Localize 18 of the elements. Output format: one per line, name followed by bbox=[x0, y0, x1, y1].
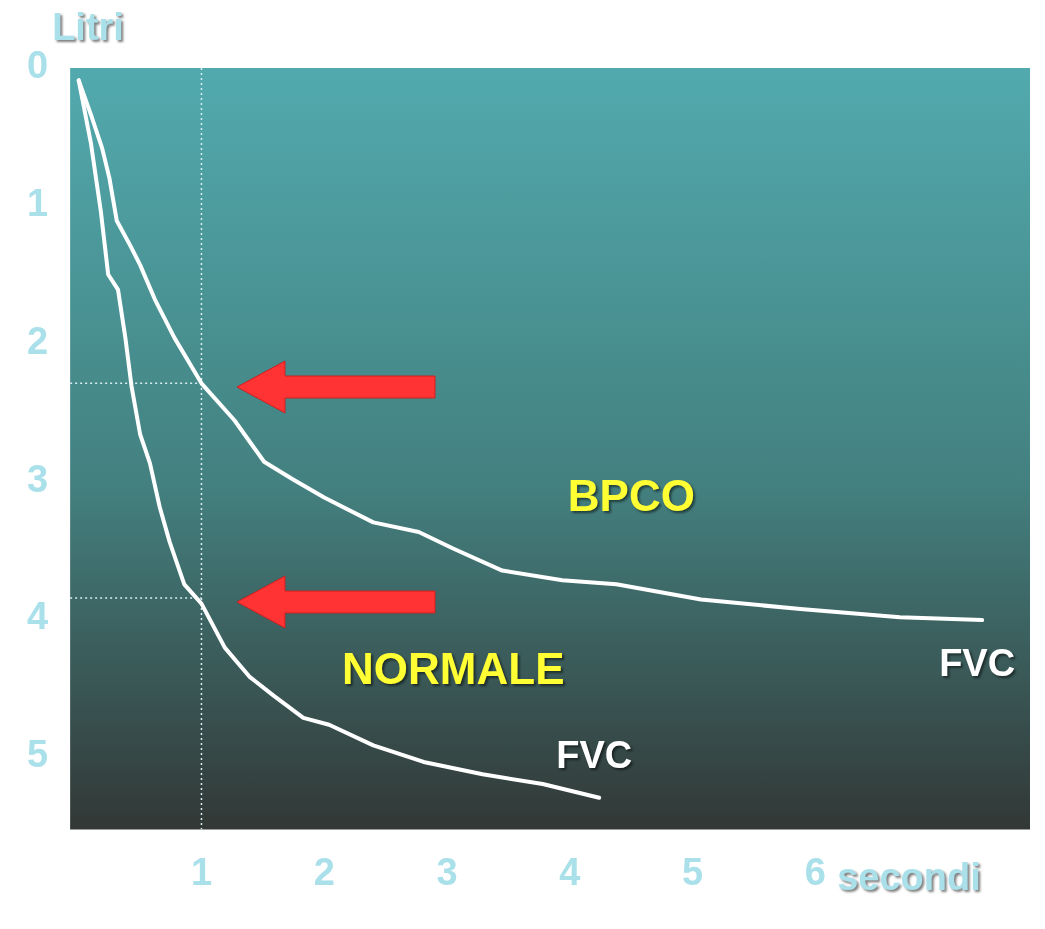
y-tick-label: 3 bbox=[26, 457, 49, 500]
y-tick-label: 1 bbox=[26, 182, 49, 225]
x-axis-title: secondi bbox=[837, 855, 981, 898]
y-tick-label: 5 bbox=[26, 732, 49, 775]
annotation: FVC bbox=[556, 734, 633, 777]
annotation: FVC bbox=[939, 641, 1016, 684]
y-tick-label: 4 bbox=[26, 595, 49, 638]
series-label: NORMALE bbox=[342, 643, 565, 693]
x-tick-label: 4 bbox=[559, 850, 581, 893]
y-tick-label: 2 bbox=[26, 319, 49, 362]
x-tick-label: 1 bbox=[190, 850, 213, 893]
y-axis-title: Litri bbox=[52, 6, 124, 49]
y-tick-label: 0 bbox=[26, 44, 49, 87]
series-label: BPCO bbox=[567, 471, 695, 521]
x-tick-label: 6 bbox=[804, 850, 826, 893]
x-tick-label: 3 bbox=[436, 850, 458, 893]
x-tick-label: 5 bbox=[681, 850, 704, 893]
x-tick-label: 2 bbox=[313, 850, 335, 893]
